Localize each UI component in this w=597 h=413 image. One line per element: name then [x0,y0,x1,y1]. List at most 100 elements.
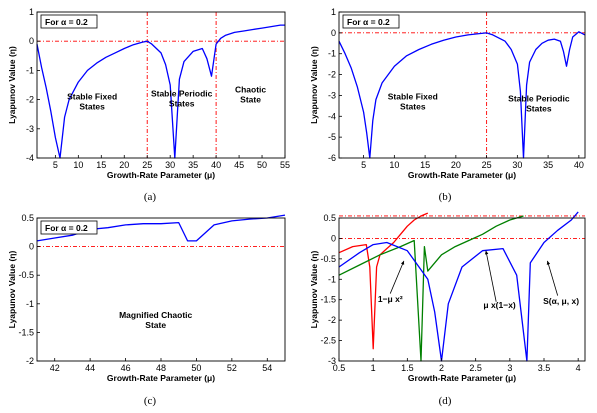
panel-caption: (a) [144,191,157,203]
x-tick-label: 48 [156,363,166,373]
y-tick-label: 0 [29,242,34,252]
x-tick-label: 25 [142,160,152,170]
y-tick-label: -0.5 [18,270,34,280]
y-tick-label: -3 [328,356,336,366]
region-annotation: Stable Periodic States [508,94,570,114]
x-tick-label: 42 [50,363,60,373]
y-axis-label: Lyapunov Value (η) [7,251,17,329]
x-axis-label: Growth-Rate Parameter (μ) [107,170,215,180]
x-tick-label: 1.5 [401,363,414,373]
y-tick-label: 1 [331,7,336,17]
y-tick-label: -1 [26,299,34,309]
annotation-arrow [485,250,497,302]
x-tick-label: 15 [420,160,430,170]
x-tick-label: 3.5 [538,363,551,373]
y-tick-label: -0.5 [320,254,336,264]
series-line-blue [36,24,285,159]
x-tick-label: 44 [85,363,95,373]
y-tick-label: -2 [26,95,34,105]
series-line-blue [338,31,586,159]
x-tick-label: 3 [507,363,512,373]
y-tick-label: 0.5 [21,213,34,223]
y-axis-label: Lyapunov Value (η) [309,46,319,124]
x-tick-label: 10 [73,160,83,170]
y-tick-label: -6 [328,153,336,163]
x-tick-label: 52 [227,363,237,373]
y-tick-label: 0 [29,36,34,46]
x-tick-label: 0.5 [333,363,346,373]
series-annotation: S(α, μ, x) [543,296,579,306]
chart-panel-c: 42 44 46 48 50 52 54 0.5 0 -0.5 -1 -1.5 -2 Growth-Rat… [7,213,286,407]
series-annotation: μ x(1−x) [483,300,516,310]
plot-frame [36,11,286,159]
y-tick-label: -2 [26,356,34,366]
arrow-head [400,260,405,265]
y-tick-label: 0.5 [323,213,336,223]
x-tick-label: 30 [512,160,522,170]
x-tick-label: 45 [234,160,244,170]
chart-panel-b: 5 10 15 20 25 30 35 4010-1-2-3-4-5-6Growth-Rate… [309,7,586,203]
region-annotation: Stable Periodic States [151,89,213,109]
arrow-head [546,260,551,265]
series-line-blue [338,211,579,362]
x-tick-label: 15 [96,160,106,170]
x-tick-label: 5 [53,160,58,170]
y-tick-label: -3 [328,90,336,100]
x-tick-label: 35 [188,160,198,170]
x-tick-label: 20 [451,160,461,170]
y-tick-label: 1 [29,7,34,17]
y-tick-label: 0 [331,233,336,243]
y-tick-label: 0 [331,28,336,38]
annotation-arrow [547,260,559,296]
alpha-box [342,14,400,29]
region-annotation: Magnified Chaotic State [119,310,192,330]
alpha-box [40,220,98,235]
plot-frame [338,217,586,362]
x-tick-label: 2 [439,363,444,373]
x-tick-label: 1 [371,363,376,373]
panel-caption: (c) [144,395,157,407]
arrow-head [484,250,489,255]
y-tick-label: -1.5 [320,295,336,305]
y-axis-label: Lyapunov Value (η) [7,46,17,124]
x-axis-label: Growth-Rate Parameter (μ) [107,373,215,383]
x-tick-label: 25 [482,160,492,170]
y-tick-label: -4 [26,153,34,163]
x-tick-label: 54 [262,363,272,373]
y-tick-label: -2 [328,315,336,325]
y-tick-label: -1 [328,274,336,284]
x-tick-label: 50 [257,160,267,170]
alpha-label: For α = 0.2 [45,223,88,233]
region-annotation: Chaotic State [235,84,266,104]
x-tick-label: 40 [574,160,584,170]
x-tick-label: 55 [280,160,290,170]
region-annotation: Stable Fixed States [388,92,438,112]
y-tick-label: -1.5 [18,327,34,337]
y-tick-label: -2.5 [320,336,336,346]
series-line-green [338,215,524,362]
series-line-red [338,212,429,350]
alpha-label: For α = 0.2 [347,17,390,27]
panel-caption: (d) [439,395,452,407]
x-axis-label: Growth-Rate Parameter (μ) [408,373,516,383]
chart-panel-d: 0.5 1 1.5 2 2.5 3 3.5 4 0.5 0 -0.5 -1 -1.5 -2 -2.5 -3 Gr… [309,211,586,407]
x-axis-label: Growth-Rate Parameter (μ) [408,170,516,180]
series-annotation: 1−μ x² [378,294,403,304]
alpha-box [40,14,98,29]
x-tick-label: 35 [543,160,553,170]
x-tick-label: 30 [165,160,175,170]
plot-frame [338,11,586,159]
annotation-arrow [389,260,405,294]
region-annotation: Stable Fixed States [67,92,117,112]
y-tick-label: -2 [328,70,336,80]
x-tick-label: 2.5 [469,363,482,373]
panel-caption: (b) [439,191,452,203]
y-axis-label: Lyapunov Value (η) [309,251,319,329]
x-tick-label: 46 [121,363,131,373]
alpha-label: For α = 0.2 [45,17,88,27]
y-tick-label: -5 [328,132,336,142]
x-tick-label: 4 [576,363,581,373]
y-tick-label: -1 [26,65,34,75]
plot-frame [36,217,286,362]
